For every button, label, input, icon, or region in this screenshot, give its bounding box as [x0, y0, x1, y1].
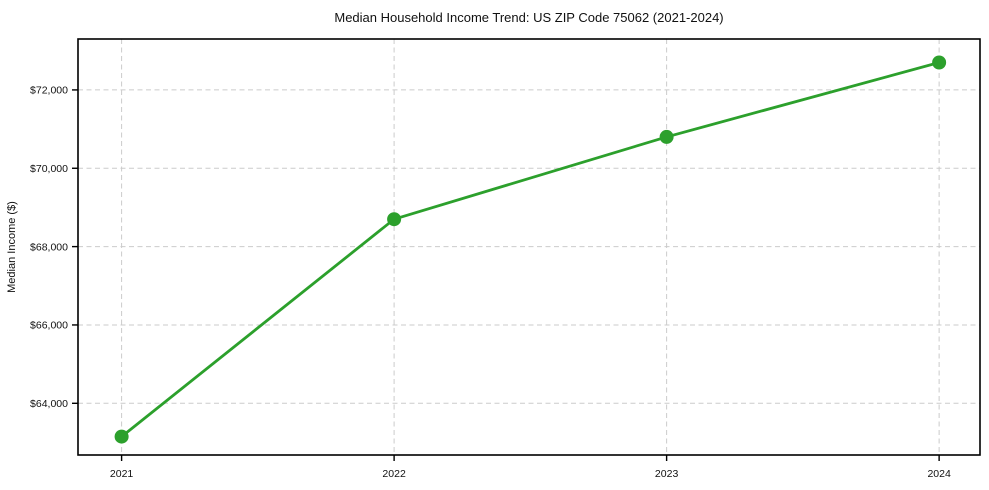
data-point-2022 [387, 212, 402, 227]
income-trend-line [120, 61, 941, 438]
x-tick-label: 2024 [927, 468, 951, 480]
chart-title: Median Household Income Trend: US ZIP Co… [334, 10, 723, 25]
y-axis-label: Median Income ($) [6, 201, 18, 293]
data-point-2023 [659, 129, 674, 144]
plot-area: 2021 2022 2023 2024 $64,000 $66,000 $68,000 $70… [30, 38, 981, 480]
x-tick-label: 2021 [110, 468, 134, 480]
data-point-2021 [114, 429, 129, 444]
data-point-2024 [932, 55, 947, 70]
y-tick-label: $68,000 [30, 241, 68, 253]
y-tick-label: $72,000 [30, 85, 68, 97]
y-tick-label: $70,000 [30, 163, 68, 175]
x-tick-label: 2022 [382, 468, 406, 480]
y-tick-label: $64,000 [30, 398, 68, 410]
x-tick-label: 2023 [655, 468, 679, 480]
y-tick-label: $66,000 [30, 320, 68, 332]
